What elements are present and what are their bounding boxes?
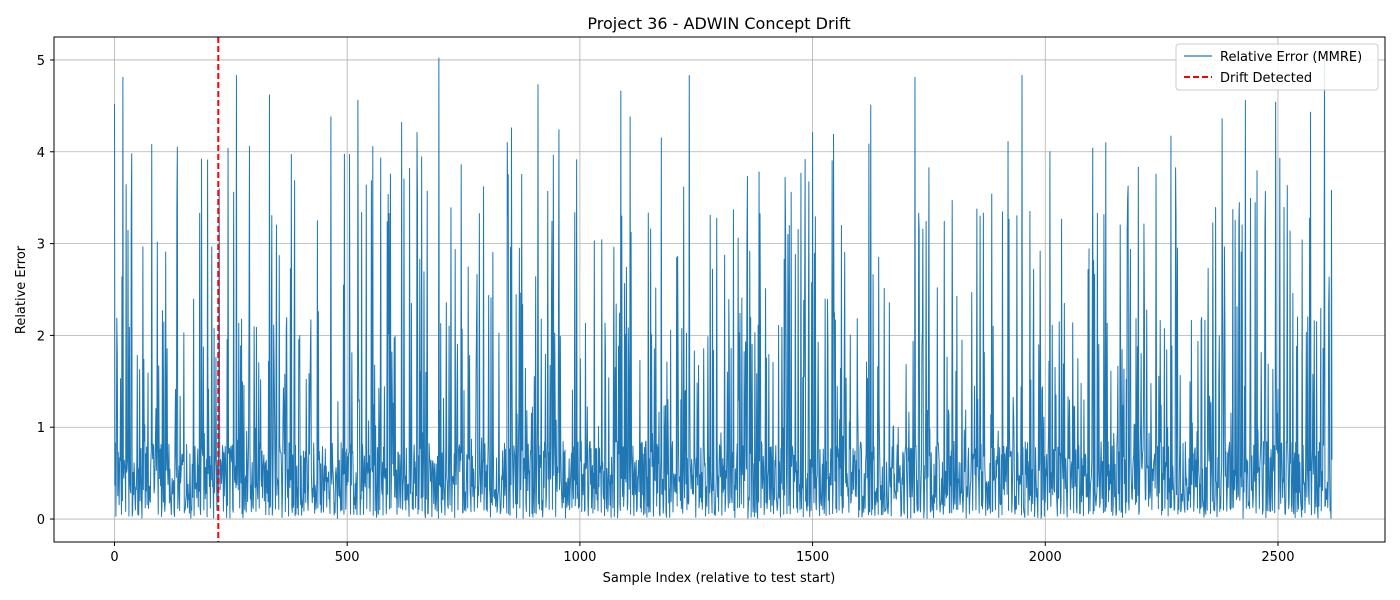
legend-label-error: Relative Error (MMRE): [1220, 50, 1362, 65]
legend-box: [1175, 43, 1379, 91]
chart-title: Project 36 - ADWIN Concept Drift: [587, 14, 850, 33]
x-tick-label: 2500: [1261, 550, 1294, 565]
x-tick-label: 1500: [796, 550, 829, 565]
axes-frame: [53, 36, 1386, 543]
x-tick-label: 2000: [1029, 550, 1062, 565]
x-axis-label: Sample Index (relative to test start): [603, 571, 836, 586]
axis-ticks: 0 500 1000 1500 2000 2500 0 1 2 3 4 5: [37, 54, 1295, 565]
legend: Relative Error (MMRE) Drift Detected: [1175, 43, 1379, 91]
y-tick-label: 0: [37, 513, 45, 528]
legend-label-drift: Drift Detected: [1220, 71, 1312, 86]
x-tick-label: 500: [335, 550, 360, 565]
y-tick-label: 5: [37, 54, 45, 69]
series-line-relative-error: [114, 57, 1333, 519]
x-tick-label: 1000: [563, 550, 596, 565]
y-axis-label: Relative Error: [14, 245, 29, 334]
y-tick-label: 2: [37, 329, 45, 344]
y-tick-label: 1: [37, 421, 45, 436]
y-tick-label: 3: [37, 238, 45, 253]
x-tick-label: 0: [110, 550, 118, 565]
y-tick-label: 4: [37, 146, 45, 161]
plot-area: [114, 37, 1333, 542]
